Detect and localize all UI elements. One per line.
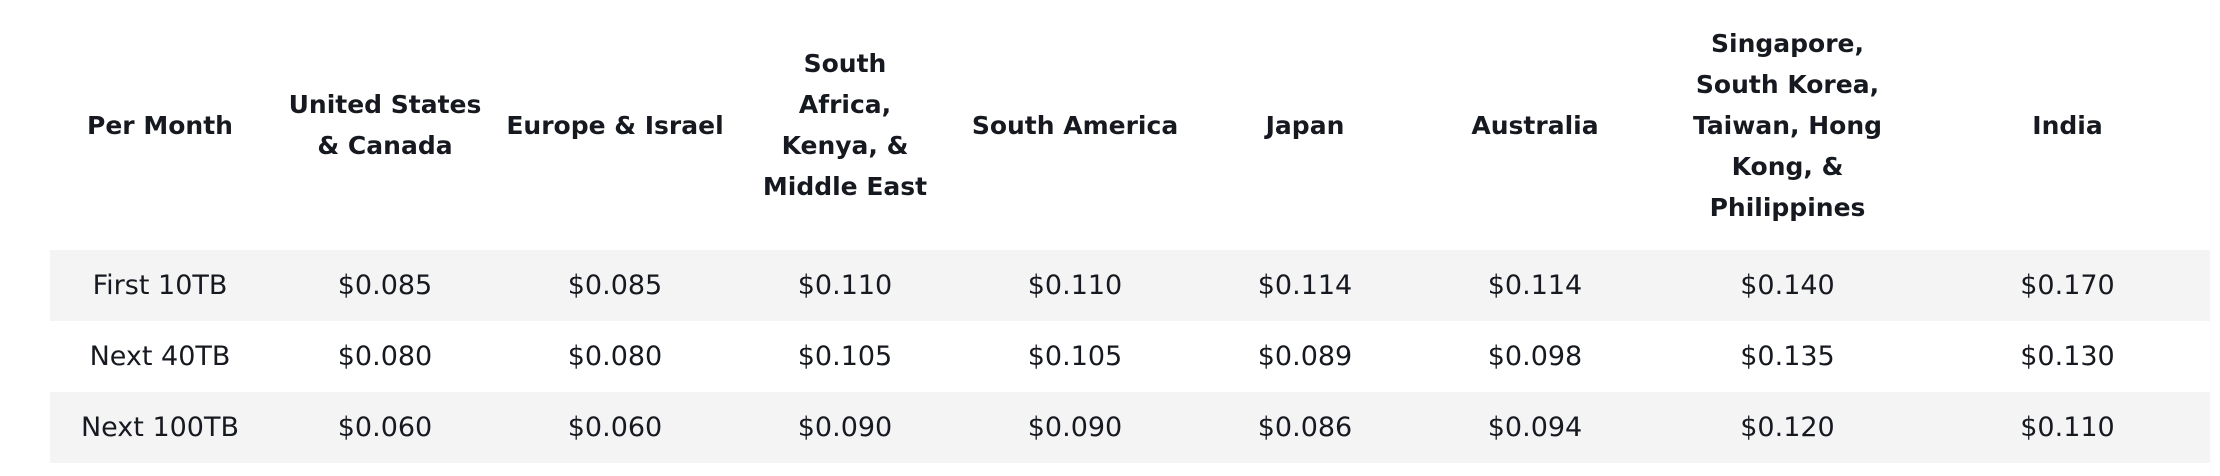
price-cell: $0.110 (960, 250, 1190, 321)
price-cell: $0.110 (730, 250, 960, 321)
price-cell: $0.105 (730, 321, 960, 392)
price-cell: $0.098 (1420, 321, 1650, 392)
pricing-table: Per Month United States & Canada Europe … (50, 0, 2210, 463)
price-cell: $0.090 (960, 392, 1190, 463)
row-tier-label: Next 40TB (50, 321, 270, 392)
table-row: Next 40TB $0.080 $0.080 $0.105 $0.105 $0… (50, 321, 2210, 392)
header-europe-israel: Europe & Israel (506, 110, 724, 140)
header-us-canada: United States & Canada (288, 90, 482, 160)
price-cell: $0.090 (730, 392, 960, 463)
price-cell: $0.114 (1190, 250, 1420, 321)
price-cell: $0.085 (500, 250, 730, 321)
price-cell: $0.094 (1420, 392, 1650, 463)
price-cell: $0.120 (1650, 392, 1925, 463)
header-singapore-korea-taiwan-hk-philippines: Singapore, South Korea, Taiwan, Hong Kon… (1692, 28, 1883, 222)
price-cell: $0.110 (1925, 392, 2210, 463)
price-cell: $0.085 (270, 250, 500, 321)
price-cell: $0.080 (500, 321, 730, 392)
row-tier-label: Next 100TB (50, 392, 270, 463)
row-tier-label: First 10TB (50, 250, 270, 321)
header-row: Per Month United States & Canada Europe … (50, 0, 2210, 250)
table-row: First 10TB $0.085 $0.085 $0.110 $0.110 $… (50, 250, 2210, 321)
price-cell: $0.086 (1190, 392, 1420, 463)
header-australia: Australia (1471, 110, 1599, 140)
price-cell: $0.105 (960, 321, 1190, 392)
table-row: Next 100TB $0.060 $0.060 $0.090 $0.090 $… (50, 392, 2210, 463)
price-cell: $0.114 (1420, 250, 1650, 321)
header-per-month: Per Month (87, 110, 233, 140)
header-south-africa-kenya-middle-east: South Africa, Kenya, & Middle East (762, 49, 928, 201)
price-cell: $0.060 (500, 392, 730, 463)
header-india: India (2032, 110, 2103, 140)
header-south-america: South America (971, 110, 1179, 140)
header-japan: Japan (1265, 110, 1345, 140)
price-cell: $0.089 (1190, 321, 1420, 392)
price-cell: $0.130 (1925, 321, 2210, 392)
price-cell: $0.135 (1650, 321, 1925, 392)
price-cell: $0.060 (270, 392, 500, 463)
price-cell: $0.080 (270, 321, 500, 392)
price-cell: $0.140 (1650, 250, 1925, 321)
price-cell: $0.170 (1925, 250, 2210, 321)
